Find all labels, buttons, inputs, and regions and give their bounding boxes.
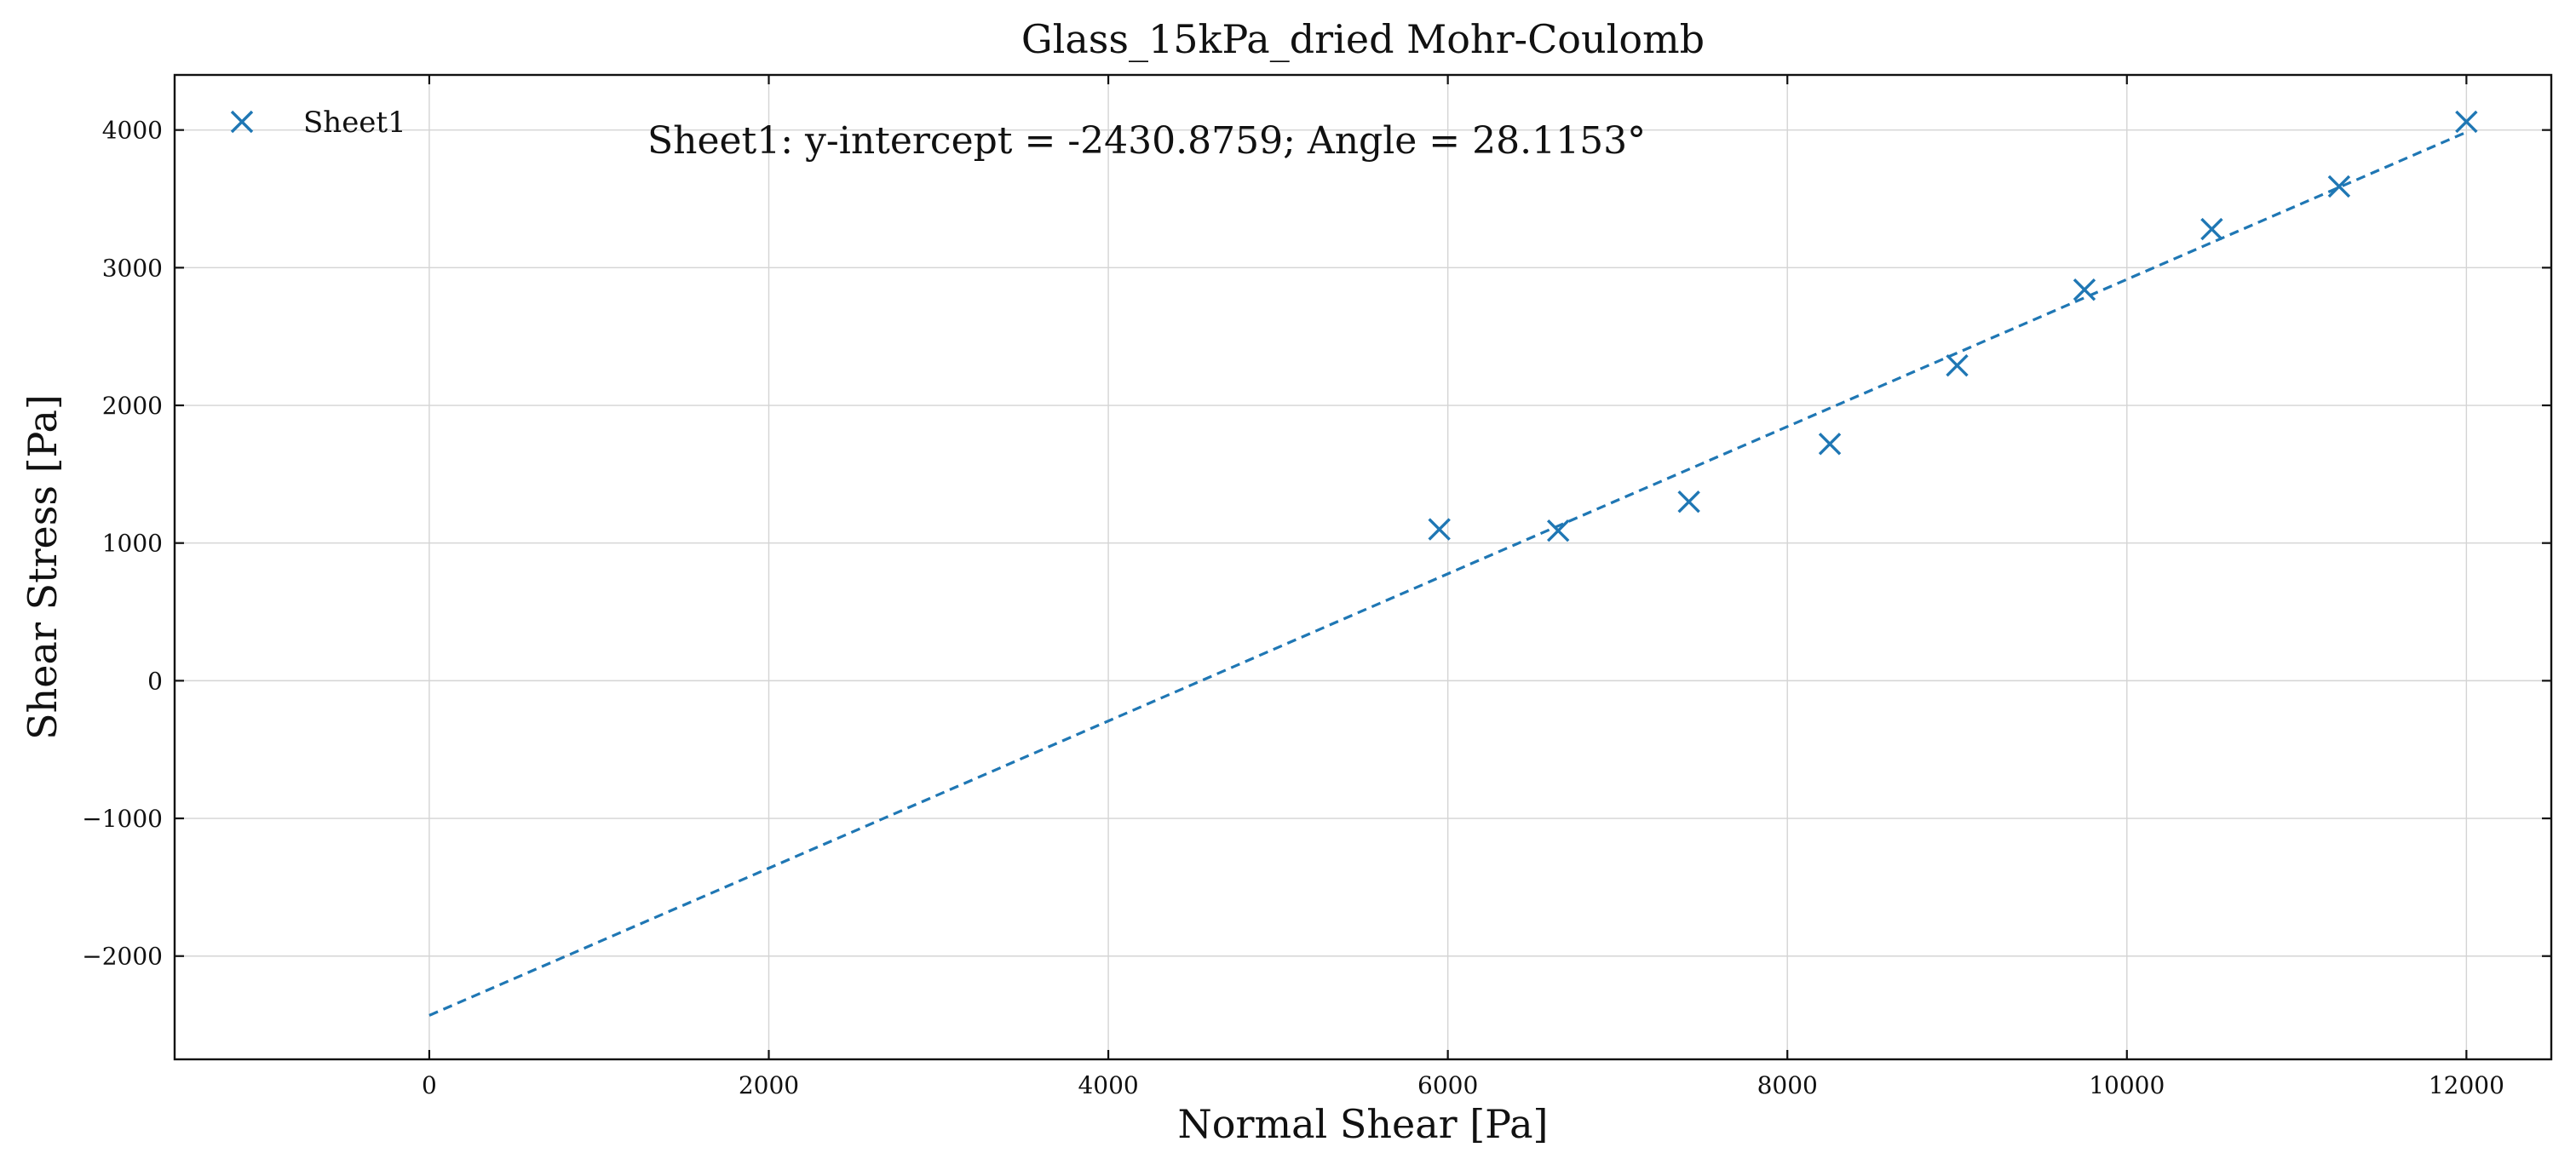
x-tick-label: 4000 bbox=[1078, 1071, 1138, 1099]
legend-marker-icon bbox=[230, 110, 254, 134]
legend: Sheet1 bbox=[230, 106, 406, 140]
y-tick-label: 1000 bbox=[102, 530, 163, 558]
y-tick-label: −1000 bbox=[82, 805, 163, 833]
fit-annotation: Sheet1: y-intercept = -2430.8759; Angle … bbox=[647, 119, 1646, 163]
y-tick-label: −2000 bbox=[82, 943, 163, 971]
data-point-marker bbox=[1946, 353, 1969, 377]
chart-title: Glass_15kPa_dried Mohr-Coulomb bbox=[1021, 16, 1705, 62]
x-axis-tick-labels: 0 2000 4000 6000 8000 10000 12000 bbox=[422, 1071, 2504, 1099]
data-point-marker bbox=[1818, 433, 1842, 456]
data-points bbox=[1428, 110, 2478, 542]
fit-line bbox=[428, 130, 2467, 1017]
data-point-marker bbox=[2200, 217, 2223, 241]
grid bbox=[175, 75, 2551, 1059]
x-axis-label: Normal Shear [Pa] bbox=[1178, 1101, 1549, 1147]
legend-x-marker bbox=[230, 110, 254, 134]
data-point-marker bbox=[1428, 518, 1451, 541]
data-point-marker bbox=[2073, 278, 2096, 301]
y-tick-label: 2000 bbox=[102, 392, 163, 420]
x-tick-label: 12000 bbox=[2429, 1071, 2504, 1099]
x-tick-label: 0 bbox=[422, 1071, 437, 1099]
y-tick-label: 0 bbox=[147, 667, 163, 695]
axis-ticks bbox=[175, 75, 2551, 1059]
y-axis-tick-labels: −2000 −1000 0 1000 2000 3000 4000 bbox=[82, 117, 163, 971]
fit-line-layer bbox=[428, 130, 2467, 1017]
x-tick-label: 10000 bbox=[2089, 1071, 2165, 1099]
y-axis-label: Shear Stress [Pa] bbox=[20, 394, 66, 740]
plot-frame bbox=[173, 73, 2553, 1061]
legend-label-sheet1: Sheet1 bbox=[303, 106, 406, 140]
data-point-marker bbox=[2327, 175, 2351, 198]
data-point-marker bbox=[2455, 110, 2478, 134]
x-tick-label: 8000 bbox=[1757, 1071, 1818, 1099]
y-tick-label: 3000 bbox=[102, 254, 163, 282]
data-point-marker bbox=[1677, 490, 1700, 513]
x-tick-label: 6000 bbox=[1417, 1071, 1478, 1099]
data-point-marker bbox=[1546, 519, 1570, 542]
x-tick-label: 2000 bbox=[739, 1071, 799, 1099]
y-tick-label: 4000 bbox=[102, 117, 163, 145]
